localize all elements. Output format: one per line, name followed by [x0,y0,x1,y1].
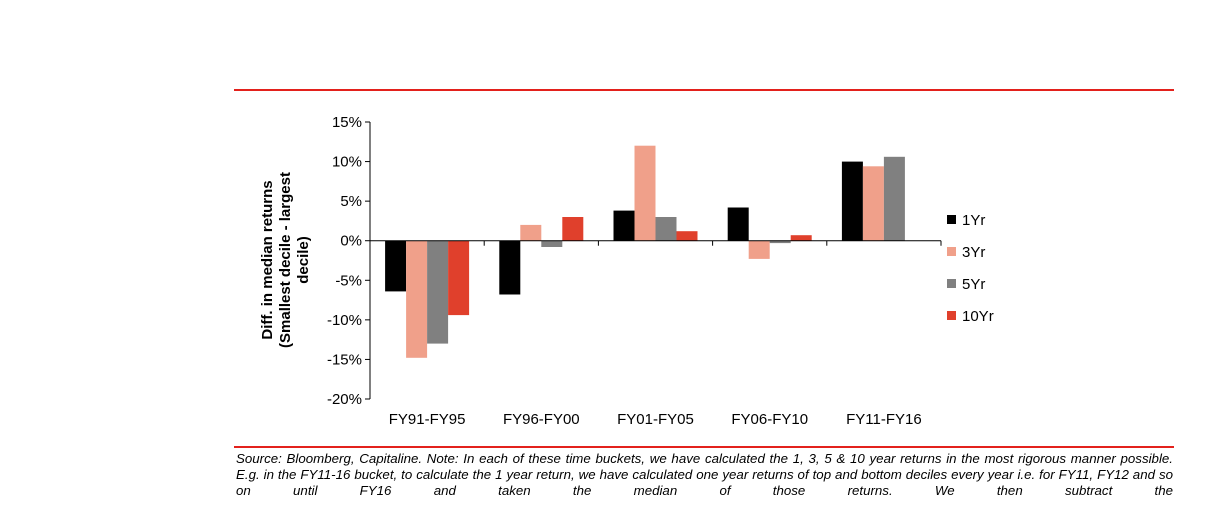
y-axis-label: Diff. in median returns (Smallest decile … [259,172,312,348]
bar-chart: Diff. in median returns (Smallest decile … [259,114,994,428]
legend-label-5Yr: 5Yr [962,276,985,293]
legend-label-3Yr: 3Yr [962,244,985,261]
bar-1Yr-FY01-FY05 [613,210,635,241]
bar-1Yr-FY96-FY00 [499,240,521,295]
y-tick-label: 0% [340,233,362,250]
bar-3Yr-FY96-FY00 [520,224,542,241]
legend-swatch-10Yr [947,311,956,320]
bar-5Yr-FY11-FY16 [883,156,905,241]
y-axis-ticks: -20% -15% -10% -5% 0% 5% 10% 15% [327,114,370,408]
bar-1Yr-FY06-FY10 [727,207,749,241]
legend-swatch-3Yr [947,247,956,256]
bar-5Yr-FY01-FY05 [655,217,677,241]
bottom-divider [234,446,1174,448]
bars [385,145,905,358]
bar-3Yr-FY01-FY05 [634,145,656,241]
bar-5Yr-FY06-FY10 [769,240,791,244]
y-tick-label: -15% [327,351,362,368]
y-tick-label: 10% [332,154,362,171]
y-tick-label: 5% [340,193,362,210]
bar-3Yr-FY91-FY95 [406,240,428,358]
bar-3Yr-FY06-FY10 [748,240,770,259]
x-axis-ticks: FY91-FY95 FY96-FY00 FY01-FY05 FY06-FY10 FY11… [389,411,922,428]
bar-5Yr-FY96-FY00 [541,240,563,247]
bar-1Yr-FY11-FY16 [841,161,863,241]
top-divider [234,89,1174,91]
legend-swatch-1Yr [947,215,956,224]
legend-swatch-5Yr [947,279,956,288]
x-tick-label: FY01-FY05 [617,411,694,428]
y-axis-label-line: decile) [295,236,312,284]
bar-10Yr-FY06-FY10 [790,235,812,241]
legend-label-1Yr: 1Yr [962,212,985,229]
bar-10Yr-FY96-FY00 [562,217,584,241]
x-tick-label: FY96-FY00 [503,411,580,428]
bar-5Yr-FY91-FY95 [427,240,449,344]
y-tick-label: -5% [335,272,362,289]
bar-10Yr-FY01-FY05 [676,231,698,241]
bar-1Yr-FY91-FY95 [385,240,407,292]
bar-3Yr-FY11-FY16 [862,166,884,241]
legend-label-10Yr: 10Yr [962,308,994,325]
x-tick-label: FY91-FY95 [389,411,466,428]
legend: 1Yr 3Yr 5Yr 10Yr [947,212,994,325]
y-tick-label: 15% [332,114,362,131]
y-tick-label: -10% [327,312,362,329]
y-axis-label-line: (Smallest decile - largest [277,172,294,348]
x-tick-label: FY11-FY16 [846,411,922,428]
x-tick-label: FY06-FY10 [731,411,808,428]
y-axis-label-line: Diff. in median returns [259,180,276,339]
source-note: Source: Bloomberg, Capitaline. Note: In … [236,451,1173,498]
bar-10Yr-FY91-FY95 [448,240,470,316]
y-tick-label: -20% [327,391,362,408]
axes [369,122,942,399]
